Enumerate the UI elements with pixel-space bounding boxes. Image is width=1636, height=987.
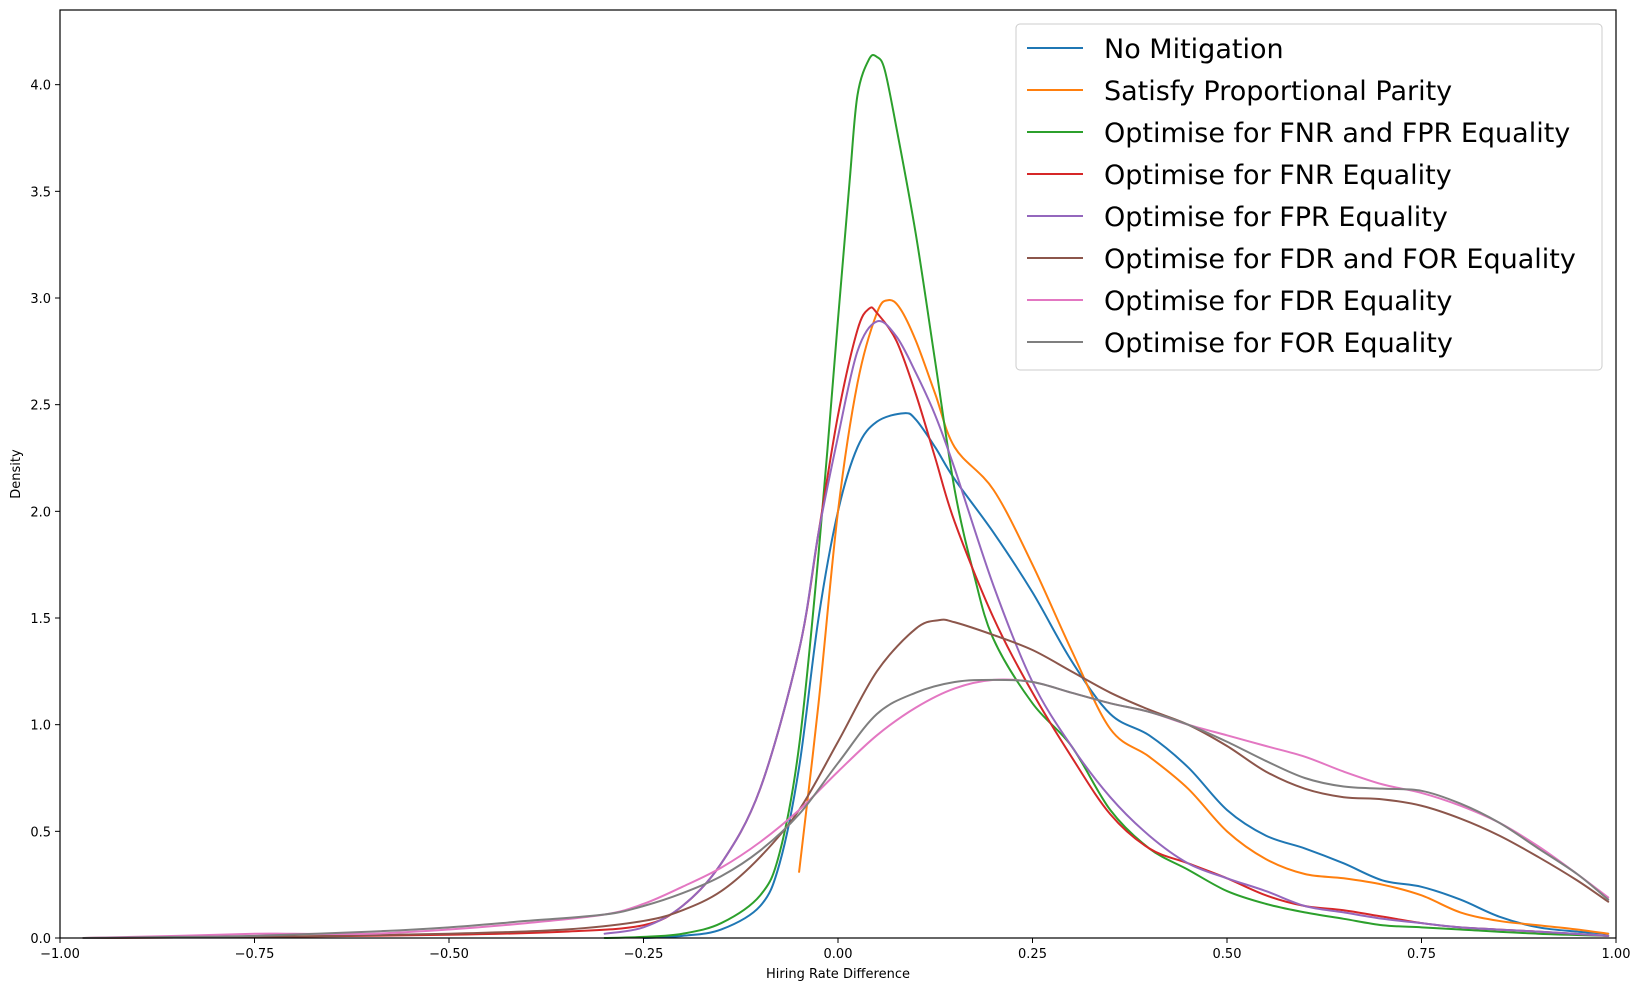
y-tick-label: 0.5 [30, 825, 51, 840]
y-tick-label: 2.0 [30, 505, 51, 520]
legend-label: Optimise for FDR Equality [1104, 286, 1452, 317]
y-axis-label: Density [9, 449, 24, 499]
x-axis-label: Hiring Rate Difference [766, 967, 910, 982]
series-line-3 [603, 53, 1610, 939]
y-axis-ticks: 0.0 0.5 1.0 1.5 2.0 2.5 3.0 3.5 4.0 [30, 79, 60, 947]
x-tick-label: 0.75 [1407, 947, 1436, 962]
series-line-1 [642, 412, 1610, 939]
series-line-2 [798, 299, 1610, 935]
y-tick-label: 3.5 [30, 185, 51, 200]
legend-box [1015, 23, 1603, 371]
y-tick-label: 2.5 [30, 399, 51, 414]
series-line-8 [82, 678, 1610, 939]
x-tick-label: −0.75 [235, 947, 275, 962]
legend-items: No Mitigation Satisfy Proportional Parity… [1027, 34, 1576, 359]
y-tick-label: 1.0 [30, 719, 51, 734]
x-tick-label: 1.00 [1602, 947, 1631, 962]
x-tick-label: 0.50 [1213, 947, 1242, 962]
x-tick-label: −0.25 [624, 947, 664, 962]
series-line-7 [82, 678, 1610, 939]
series-line-6 [82, 618, 1610, 939]
legend-label: No Mitigation [1104, 34, 1284, 65]
x-tick-label: −0.50 [429, 947, 469, 962]
y-tick-label: 0.0 [30, 932, 51, 947]
series-lines [82, 53, 1610, 939]
legend-label: Optimise for FDR and FOR Equality [1104, 244, 1576, 275]
legend: No Mitigation Satisfy Proportional Parity… [1015, 23, 1603, 371]
series-line-5 [603, 320, 1610, 937]
x-tick-label: −1.00 [40, 947, 80, 962]
x-tick-label: 0.25 [1018, 947, 1047, 962]
legend-label: Satisfy Proportional Parity [1104, 76, 1452, 107]
legend-label: Optimise for FOR Equality [1104, 328, 1453, 359]
x-tick-label: 0.00 [824, 947, 853, 962]
y-tick-label: 3.0 [30, 292, 51, 307]
legend-label: Optimise for FNR Equality [1104, 160, 1452, 191]
legend-label: Optimise for FNR and FPR Equality [1104, 118, 1570, 149]
x-axis-ticks: −1.00 −0.75 −0.50 −0.25 0.00 0.25 0.50 0.75 1.00 [40, 938, 1630, 962]
legend-label: Optimise for FPR Equality [1104, 202, 1448, 233]
y-tick-label: 4.0 [30, 79, 51, 94]
y-tick-label: 1.5 [30, 612, 51, 627]
